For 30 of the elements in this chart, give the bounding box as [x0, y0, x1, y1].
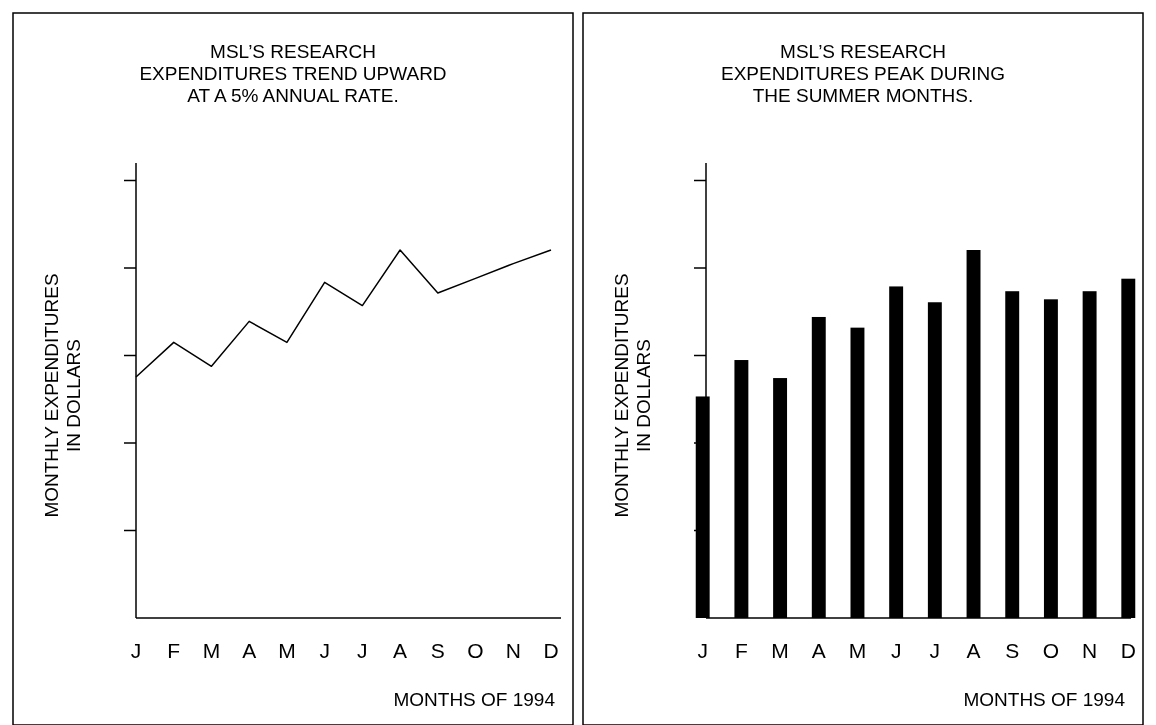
x-tick-label: A: [242, 639, 257, 662]
x-tick-label: N: [505, 639, 521, 662]
x-tick-label: A: [811, 639, 826, 662]
chart-title: MSL’S RESEARCH EXPENDITURES PEAK DURING THE SUMMER MONTHS.: [721, 41, 1005, 106]
x-tick-label: S: [430, 639, 445, 662]
y-axis-title: MONTHLY EXPENDITURES IN DOLLARS: [41, 273, 84, 518]
x-tick-label: A: [393, 639, 408, 662]
x-axis-title: MONTHS OF 1994: [393, 689, 556, 710]
x-tick-label: J: [697, 639, 708, 662]
x-tick-label: M: [848, 639, 867, 662]
x-tick-label: J: [130, 639, 142, 662]
x-tick-label: O: [467, 639, 484, 662]
x-axis-title: MONTHS OF 1994: [963, 689, 1126, 710]
x-tick-label: J: [890, 639, 902, 662]
x-tick-label: A: [966, 639, 981, 662]
x-tick-label: J: [319, 639, 330, 662]
x-tick-label: J: [357, 639, 368, 662]
x-tick-label: F: [167, 639, 181, 662]
x-tick-label: J: [929, 639, 941, 662]
x-tick-label: O: [1042, 639, 1060, 662]
x-tick-label: S: [1005, 639, 1020, 662]
x-tick-label: F: [734, 639, 748, 662]
x-tick-label: D: [543, 639, 559, 662]
y-axis-title: MONTHLY EXPENDITURES IN DOLLARS: [611, 273, 654, 518]
x-tick-label: N: [1082, 639, 1098, 662]
x-tick-label: M: [278, 639, 296, 662]
x-tick-label: M: [771, 639, 789, 662]
x-tick-label: D: [1120, 639, 1136, 662]
chart-title: MSL’S RESEARCH EXPENDITURES TREND UPWARD AT A 5% ANNUAL RATE.: [139, 41, 447, 106]
x-tick-label: M: [202, 639, 221, 662]
